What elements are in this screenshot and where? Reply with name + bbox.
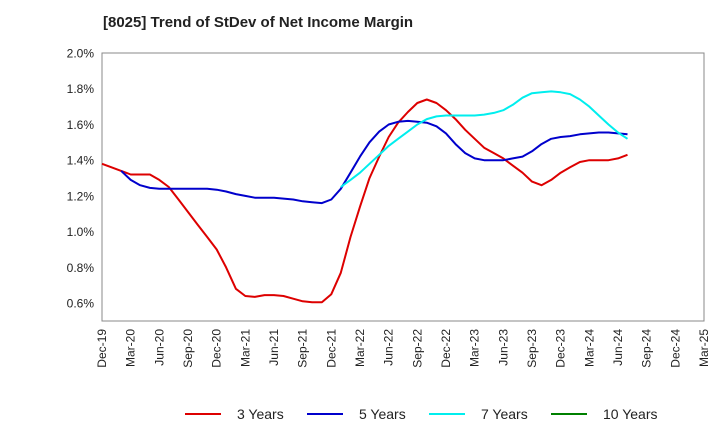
- legend-item: 3 Years: [185, 404, 284, 424]
- series-line-7-years: [340, 90, 629, 188]
- x-tick-label: Sep-24: [640, 329, 654, 368]
- x-tick-label: Dec-21: [324, 329, 338, 368]
- x-tick-label: Dec-24: [668, 329, 682, 368]
- x-tick-label: Sep-20: [181, 329, 195, 368]
- legend-label: 5 Years: [359, 406, 406, 422]
- y-tick-label: 0.8%: [67, 261, 95, 275]
- y-tick-label: 1.8%: [67, 82, 95, 96]
- x-tick-label: Sep-21: [296, 329, 310, 368]
- x-tick-label: Mar-22: [353, 329, 367, 367]
- legend-item: 5 Years: [307, 404, 406, 424]
- y-tick-label: 2.0%: [67, 47, 95, 61]
- y-tick-label: 1.4%: [67, 154, 95, 168]
- legend-label: 7 Years: [481, 406, 528, 422]
- x-tick-label: Sep-23: [525, 329, 539, 368]
- x-tick-label: Jun-23: [496, 329, 510, 366]
- x-tick-label: Dec-23: [554, 329, 568, 368]
- x-tick-label: Jun-24: [611, 329, 625, 366]
- legend-label: 10 Years: [603, 406, 658, 422]
- series-layer: [101, 90, 629, 304]
- x-tick-label: Dec-20: [210, 329, 224, 368]
- legend-swatch: [429, 413, 465, 415]
- plot-frame: [101, 52, 705, 322]
- legend-swatch: [307, 413, 343, 415]
- series-line-3-years: [101, 98, 628, 304]
- x-tick-label: Mar-20: [124, 329, 138, 367]
- x-tick-label: Mar-24: [582, 329, 596, 367]
- chart-title: [8025] Trend of StDev of Net Income Marg…: [103, 14, 414, 31]
- series-line-5-years: [120, 119, 628, 205]
- y-tick-label: 1.0%: [67, 225, 95, 239]
- x-tick-label: Jun-20: [152, 329, 166, 366]
- legend: 3 Years 5 Years 7 Years 10 Years: [0, 404, 720, 424]
- y-tick-label: 0.6%: [67, 297, 95, 311]
- x-tick-label: Mar-25: [697, 329, 711, 367]
- legend-label: 3 Years: [237, 406, 284, 422]
- axis-layer: [101, 52, 705, 322]
- x-tick-label: Jun-22: [382, 329, 396, 366]
- x-tick-label: Dec-22: [439, 329, 453, 368]
- legend-item: 10 Years: [551, 404, 658, 424]
- legend-swatch: [185, 413, 221, 415]
- y-tick-label: 1.6%: [67, 118, 95, 132]
- y-tick-label: 1.2%: [67, 189, 95, 203]
- x-tick-label: Sep-22: [410, 329, 424, 368]
- legend-swatch: [551, 413, 587, 415]
- x-tick-labels: Dec-19 Mar-20 Jun-20 Sep-20 Dec-20 Mar-21 Jun-…: [95, 329, 711, 368]
- x-tick-label: Mar-21: [238, 329, 252, 367]
- legend-item: 7 Years: [429, 404, 528, 424]
- x-tick-label: Mar-23: [468, 329, 482, 367]
- x-tick-label: Dec-19: [95, 329, 109, 368]
- x-tick-label: Jun-21: [267, 329, 281, 366]
- y-tick-labels: 2.0% 1.8% 1.6% 1.4% 1.2% 1.0% 0.8% 0.6%: [67, 47, 95, 311]
